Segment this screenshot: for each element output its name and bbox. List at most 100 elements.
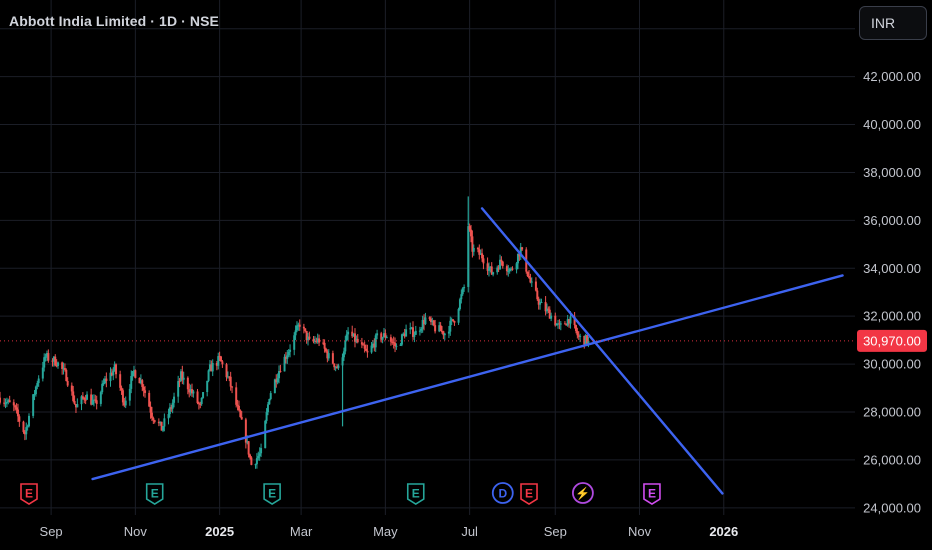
candle-body xyxy=(102,383,105,385)
candle-body xyxy=(374,335,377,348)
candle-body xyxy=(413,334,416,337)
candle-body xyxy=(12,402,15,406)
candle-body xyxy=(210,364,213,372)
candle-body xyxy=(528,276,531,278)
candle-body xyxy=(138,377,141,384)
candle-body xyxy=(131,371,134,376)
candle-body xyxy=(152,417,155,421)
y-tick-label: 24,000.00 xyxy=(863,500,921,515)
candle-body xyxy=(249,454,252,458)
x-tick-label: 2026 xyxy=(709,524,738,539)
candle-body xyxy=(283,356,286,372)
y-tick-label: 40,000.00 xyxy=(863,117,921,132)
candle-body xyxy=(86,394,89,400)
candle-body xyxy=(355,338,358,342)
candle-body xyxy=(370,345,373,353)
candle-body xyxy=(84,399,87,401)
trendline-descending[interactable] xyxy=(480,207,724,495)
candle-body xyxy=(376,333,379,336)
candle-body xyxy=(449,320,452,332)
symbol-title[interactable]: Abbott India Limited · 1D · NSE xyxy=(9,13,219,29)
candle-body xyxy=(423,319,426,325)
candle-body xyxy=(0,397,1,403)
earnings-marker-icon[interactable] xyxy=(643,483,661,505)
candle-body xyxy=(144,390,147,393)
candle-body xyxy=(63,368,66,370)
split-marker-icon[interactable] xyxy=(571,482,594,504)
candle-body xyxy=(168,407,171,415)
earnings-marker-icon[interactable] xyxy=(263,483,281,505)
candle-body xyxy=(558,323,561,325)
candle-body xyxy=(460,294,463,300)
candle-body xyxy=(500,259,503,262)
candle-body xyxy=(496,267,499,273)
candle-body xyxy=(32,394,35,416)
currency-button[interactable]: INR xyxy=(859,6,927,40)
candle-body xyxy=(540,302,543,304)
dividend-marker-icon[interactable] xyxy=(491,482,514,504)
candle-body xyxy=(66,380,69,386)
y-tick-label: 30,000.00 xyxy=(863,357,921,372)
candle-body xyxy=(109,372,112,382)
candle-body xyxy=(574,325,577,332)
candle-body xyxy=(5,401,8,404)
candle-body xyxy=(14,405,17,408)
candle-body xyxy=(547,308,550,310)
candle-body xyxy=(246,441,249,443)
candle-body xyxy=(418,330,421,332)
candle-body xyxy=(199,403,202,405)
trendline-group[interactable] xyxy=(91,207,844,495)
candle-body xyxy=(99,392,102,404)
candle-body xyxy=(128,388,131,401)
earnings-marker-icon[interactable] xyxy=(20,483,38,505)
candle-body xyxy=(229,376,232,387)
candle-body xyxy=(211,363,214,372)
earnings-marker-icon[interactable] xyxy=(520,483,538,505)
candle-body xyxy=(505,266,508,272)
candle-body xyxy=(197,403,200,405)
x-tick-label: 2025 xyxy=(205,524,234,539)
y-tick-label: 42,000.00 xyxy=(863,69,921,84)
candle-body xyxy=(119,374,122,388)
candle-body xyxy=(297,324,300,326)
price-axis[interactable]: 44,000.0042,000.0040,000.0038,000.0036,0… xyxy=(857,21,927,515)
candle-body xyxy=(324,348,327,352)
candle-body xyxy=(356,338,359,343)
candle-body xyxy=(220,356,223,362)
candle-body xyxy=(134,370,137,378)
candle-body xyxy=(381,337,384,340)
trendline-ascending[interactable] xyxy=(91,274,844,481)
earnings-marker-icon[interactable] xyxy=(406,483,425,505)
candle-body xyxy=(453,320,456,323)
earnings-marker-icon[interactable] xyxy=(145,483,164,505)
candle-body xyxy=(385,337,388,339)
candle-body xyxy=(420,328,423,331)
candle-body xyxy=(81,396,84,398)
candle-body xyxy=(260,448,263,454)
candle-body xyxy=(510,268,513,270)
candle-body xyxy=(181,371,184,380)
candle-body xyxy=(347,331,350,335)
time-axis[interactable]: Sep Nov 2025 Mar May Jul Sep Nov 2026 xyxy=(40,524,739,539)
candle-body xyxy=(124,400,127,406)
candle-body xyxy=(499,259,502,270)
earnings-marker-label: E xyxy=(412,487,420,501)
candle-body xyxy=(18,416,21,422)
candle-body xyxy=(157,421,160,424)
candle-body xyxy=(519,247,522,257)
candle-body xyxy=(438,325,441,332)
candle-body xyxy=(530,281,533,283)
candle-body xyxy=(23,431,26,435)
candle-body xyxy=(33,394,36,396)
event-markers[interactable]: E E E E D E ⚡ E xyxy=(20,482,661,505)
candle-body xyxy=(76,404,79,408)
candle-body xyxy=(28,415,31,427)
candle-body xyxy=(202,392,205,398)
candle-body xyxy=(139,380,142,384)
earnings-marker-label: E xyxy=(648,487,656,501)
candle-body xyxy=(577,335,580,337)
candle-body xyxy=(331,353,334,364)
candle-body xyxy=(373,343,376,348)
candle-body xyxy=(112,370,115,376)
